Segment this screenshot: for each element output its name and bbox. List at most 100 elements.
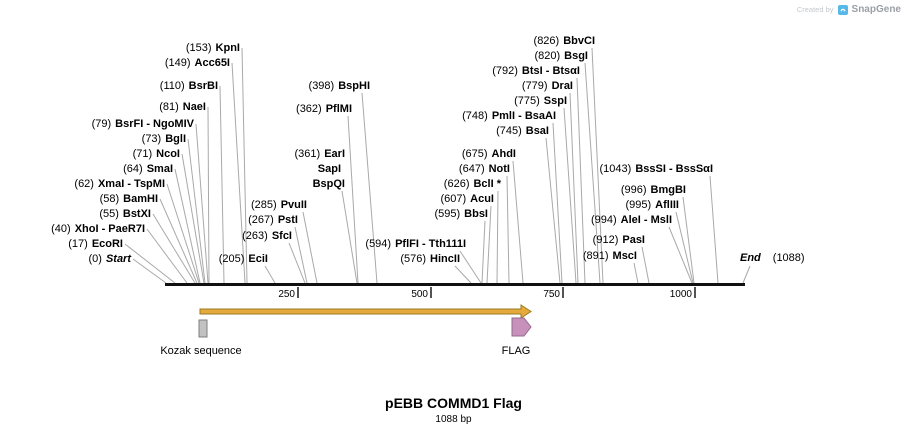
site-position: (149): [164, 57, 191, 69]
site-position: (994): [590, 214, 617, 226]
site-position: (55): [99, 208, 119, 220]
sequence-line: [165, 283, 745, 286]
site-label: (792) BtsI - BtsαI: [492, 65, 580, 78]
site-label: (748) PmlI - BsaAI: [462, 110, 556, 123]
site-position: (594): [365, 238, 392, 250]
site-label: SapI: [318, 163, 341, 176]
site-enzyme: AleI - MslI: [620, 214, 672, 226]
site-position: (398): [308, 80, 335, 92]
site-position: (626): [443, 178, 470, 190]
site-enzyme: BmgBI: [650, 184, 686, 196]
site-label: (17) EcoRI: [68, 238, 123, 251]
site-label: (267) PstI: [248, 214, 298, 227]
site-label: (891) MscI: [583, 250, 637, 263]
site-position: (267): [248, 214, 274, 226]
site-label: (626) BclI *: [444, 178, 501, 191]
site-enzyme: EarI: [324, 148, 345, 160]
site-enzyme: BglI: [165, 133, 186, 145]
site-enzyme: BsaI: [525, 125, 549, 137]
site-enzyme: BbsI: [464, 208, 488, 220]
site-position: (595): [434, 208, 461, 220]
site-enzyme: NcoI: [156, 148, 180, 160]
map-length: 1088 bp: [435, 414, 472, 425]
site-label: (912) PasI: [593, 234, 645, 247]
site-position: (81): [159, 101, 179, 113]
site-enzyme: BamHI: [123, 193, 158, 205]
site-enzyme: KpnI: [215, 42, 240, 54]
site-enzyme: AhdI: [491, 148, 516, 160]
site-enzyme: PasI: [622, 234, 645, 246]
site-position: (153): [185, 42, 212, 54]
site-position: (205): [218, 253, 245, 265]
orf-arrow: [199, 304, 532, 319]
site-label: (285) PvuII: [251, 199, 307, 212]
site-label: (71) NcoI: [133, 148, 180, 161]
site-label: (263) SfcI: [242, 230, 292, 243]
end-position: (1088): [772, 252, 805, 264]
kozak-box: [198, 319, 208, 338]
site-label: (995) AflIII: [625, 199, 679, 212]
site-enzyme: NotI: [488, 163, 510, 175]
site-enzyme: BsgI: [564, 50, 588, 62]
site-label: (362) PflMI: [296, 103, 352, 116]
site-enzyme: BtsI - BtsαI: [521, 65, 580, 77]
site-position: (73): [141, 133, 162, 145]
site-position: (912): [592, 234, 619, 246]
site-label: (576) HincII: [400, 253, 460, 266]
site-label: (205) EciI: [219, 253, 268, 266]
site-position: (110): [159, 80, 185, 92]
site-enzyme: DraI: [551, 80, 573, 92]
site-label: BspQI: [313, 178, 345, 191]
site-position: (58): [99, 193, 120, 205]
end-label: End (1088): [740, 252, 805, 264]
site-position: (820): [534, 50, 561, 62]
site-position: (1043): [599, 163, 632, 175]
site-enzyme: BspHI: [338, 80, 370, 92]
site-enzyme: SapI: [317, 163, 341, 175]
site-position: (285): [251, 199, 277, 211]
site-position: (71): [132, 148, 153, 160]
site-position: (0): [88, 253, 102, 265]
site-label: (647) NotI: [459, 163, 510, 176]
site-label: (826) BbvCI: [534, 35, 595, 48]
flag-label: FLAG: [501, 345, 531, 357]
site-label: (40) XhoI - PaeR7I: [51, 223, 145, 236]
snapgene-brand-text: SnapGene: [851, 4, 901, 15]
site-enzyme: AcuI: [470, 193, 494, 205]
site-enzyme: SfcI: [271, 230, 292, 242]
ruler-number: 500: [411, 289, 428, 300]
site-label: (594) PflFI - Tth111I: [365, 238, 466, 251]
ruler-number: 250: [278, 289, 295, 300]
site-enzyme: PmlI - BsaAI: [491, 110, 556, 122]
site-position: (79): [91, 118, 112, 130]
site-enzyme: Acc65I: [194, 57, 230, 69]
site-position: (995): [625, 199, 652, 211]
site-label: (64) SmaI: [123, 163, 173, 176]
site-label: (62) XmaI - TspMI: [74, 178, 165, 191]
site-position: (647): [458, 163, 485, 175]
site-enzyme: MscI: [612, 250, 637, 262]
site-label: (79) BsrFI - NgoMIV: [92, 118, 194, 131]
site-position: (576): [400, 253, 427, 265]
site-position: (779): [521, 80, 548, 92]
site-enzyme: HincII: [430, 253, 460, 265]
site-enzyme: BssSI - BssSαI: [635, 163, 713, 175]
site-label: (779) DraI: [522, 80, 573, 93]
site-label: (1043) BssSI - BssSαI: [600, 163, 713, 176]
site-label: (361) EarI: [295, 148, 345, 161]
flag-arrow: [511, 317, 532, 337]
site-position: (996): [620, 184, 647, 196]
site-enzyme: BstXI: [122, 208, 151, 220]
site-position: (745): [496, 125, 522, 137]
leader-lines: [124, 47, 751, 284]
site-position: (607): [440, 193, 467, 205]
site-enzyme: BsrFI - NgoMIV: [115, 118, 194, 130]
site-label: (820) BsgI: [534, 50, 588, 63]
site-enzyme: Start: [105, 253, 131, 265]
site-position: (62): [74, 178, 94, 190]
site-enzyme: SspI: [543, 95, 567, 107]
site-label: (775) SspI: [514, 95, 567, 108]
ruler-number: 1000: [669, 289, 692, 300]
